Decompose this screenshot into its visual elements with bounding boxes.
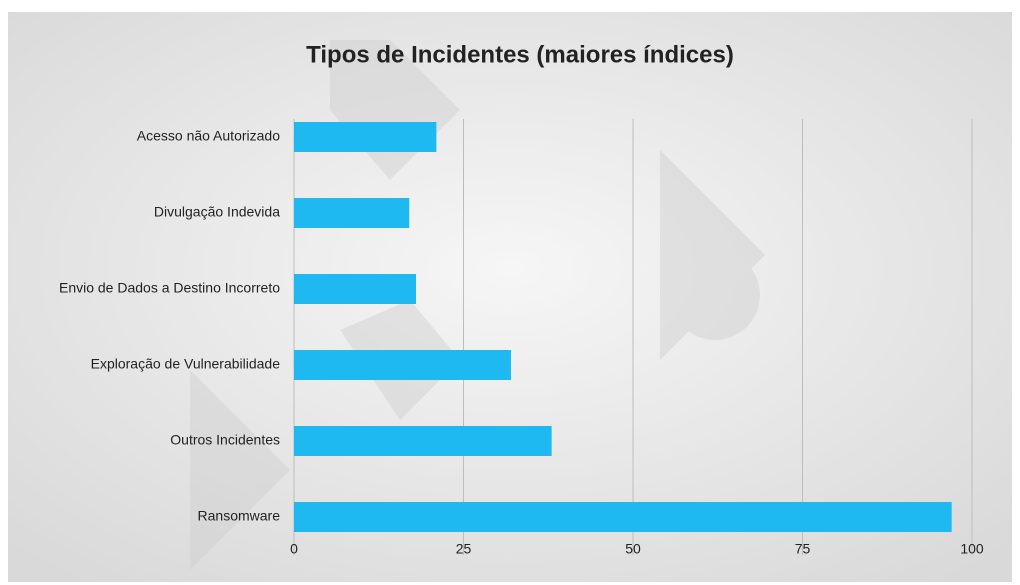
y-tick-label: Envio de Dados a Destino Incorreto xyxy=(59,280,280,296)
bar xyxy=(294,274,417,304)
y-tick-label: Ransomware xyxy=(198,508,281,524)
y-tick-label: Exploração de Vulnerabilidade xyxy=(91,356,281,372)
chart-title: Tipos de Incidentes (maiores índices) xyxy=(306,41,734,68)
bar xyxy=(294,198,410,228)
y-tick-label: Divulgação Indevida xyxy=(154,204,280,220)
x-tick-label: 75 xyxy=(795,541,811,557)
x-tick-label: 0 xyxy=(290,541,298,557)
y-tick-label: Acesso não Autorizado xyxy=(137,128,280,144)
x-tick-label: 100 xyxy=(960,541,984,557)
bar xyxy=(294,350,511,380)
x-tick-label: 25 xyxy=(456,541,472,557)
y-tick-label: Outros Incidentes xyxy=(170,432,280,448)
chart-background xyxy=(8,12,1012,582)
bar xyxy=(294,502,952,532)
bar xyxy=(294,122,437,152)
x-tick-label: 50 xyxy=(625,541,641,557)
bar xyxy=(294,426,552,456)
